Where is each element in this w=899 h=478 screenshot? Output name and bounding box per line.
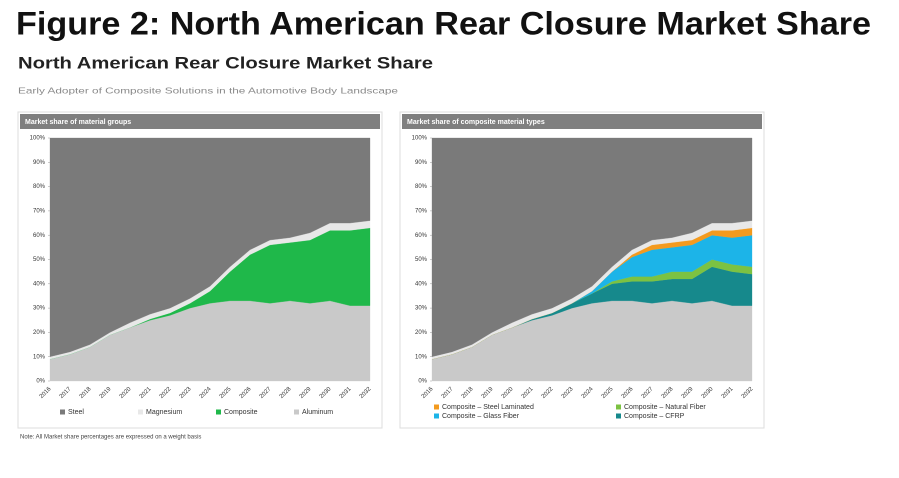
x-tick-label: 2022 <box>159 386 173 400</box>
legend-label: Composite <box>224 409 258 416</box>
legend-swatch <box>616 413 621 419</box>
legend-label: Magnesium <box>146 409 182 416</box>
legend-swatch <box>60 409 65 415</box>
x-tick-label: 2020 <box>501 386 515 400</box>
x-tick-label: 2025 <box>601 386 615 400</box>
legend-label: Composite – Glass Fiber <box>442 413 520 420</box>
x-tick-label: 2017 <box>441 386 455 400</box>
x-tick-label: 2026 <box>239 386 253 400</box>
y-tick-label: 20% <box>33 330 46 336</box>
legend-swatch <box>294 409 299 415</box>
y-tick-label: 10% <box>415 354 428 360</box>
x-tick-label: 2027 <box>641 386 655 400</box>
x-tick-label: 2024 <box>581 386 595 400</box>
panel <box>17 111 383 429</box>
y-tick-label: 70% <box>415 208 428 214</box>
panel <box>399 111 765 429</box>
x-tick-label: 2030 <box>701 386 715 400</box>
x-tick-label: 2021 <box>139 386 153 400</box>
x-tick-label: 2020 <box>119 386 133 400</box>
x-tick-label: 2017 <box>59 386 73 400</box>
y-tick-label: 40% <box>415 281 428 287</box>
x-tick-label: 2029 <box>681 386 695 400</box>
legend-label: Steel <box>68 409 84 416</box>
x-tick-label: 2032 <box>359 386 373 400</box>
x-tick-label: 2023 <box>179 386 193 400</box>
x-tick-label: 2023 <box>561 386 575 400</box>
x-tick-label: 2019 <box>99 386 113 400</box>
area-layer <box>49 137 371 357</box>
x-tick-label: 2031 <box>339 386 353 400</box>
note: Note: All Market share percentages are e… <box>20 435 201 441</box>
panel-header <box>402 114 762 129</box>
x-tick-label: 2026 <box>621 386 635 400</box>
y-tick-label: 50% <box>415 257 428 263</box>
x-tick-label: 2030 <box>319 386 333 400</box>
y-tick-label: 60% <box>33 233 46 239</box>
x-tick-label: 2016 <box>421 386 435 400</box>
x-tick-label: 2028 <box>279 386 293 400</box>
figure-title: Figure 2: North American Rear Closure Ma… <box>16 5 871 41</box>
area-layer <box>431 137 753 357</box>
x-tick-label: 2032 <box>741 386 755 400</box>
y-tick-label: 80% <box>415 184 428 190</box>
y-tick-label: 90% <box>415 160 428 166</box>
x-tick-label: 2016 <box>39 386 53 400</box>
subtitle: North American Rear Closure Market Share <box>18 53 433 72</box>
legend-swatch <box>616 404 621 410</box>
x-tick-label: 2021 <box>521 386 535 400</box>
y-tick-label: 100% <box>412 136 428 142</box>
x-tick-label: 2019 <box>481 386 495 400</box>
x-tick-label: 2018 <box>79 386 93 400</box>
legend-swatch <box>216 409 221 415</box>
y-tick-label: 80% <box>33 184 46 190</box>
x-tick-label: 2027 <box>259 386 273 400</box>
y-tick-label: 40% <box>33 281 46 287</box>
panel-header <box>20 114 380 129</box>
panel-title: Market share of material groups <box>25 119 131 126</box>
y-tick-label: 20% <box>415 330 428 336</box>
y-tick-label: 100% <box>30 136 46 142</box>
y-tick-label: 10% <box>33 354 46 360</box>
legend-label: Aluminum <box>302 409 333 416</box>
panel-title: Market share of composite material types <box>407 119 545 126</box>
y-tick-label: 30% <box>415 306 428 312</box>
x-tick-label: 2018 <box>461 386 475 400</box>
x-tick-label: 2024 <box>199 386 213 400</box>
legend-label: Composite – CFRP <box>624 413 685 420</box>
description: Early Adopter of Composite Solutions in … <box>18 85 398 95</box>
x-tick-label: 2028 <box>661 386 675 400</box>
x-tick-label: 2029 <box>299 386 313 400</box>
legend-swatch <box>138 409 143 415</box>
legend-label: Composite – Natural Fiber <box>624 404 706 411</box>
x-tick-label: 2022 <box>541 386 555 400</box>
legend-swatch <box>434 413 439 419</box>
y-tick-label: 0% <box>36 379 45 385</box>
y-tick-label: 50% <box>33 257 46 263</box>
legend-swatch <box>434 404 439 410</box>
x-tick-label: 2025 <box>219 386 233 400</box>
y-tick-label: 30% <box>33 306 46 312</box>
y-tick-label: 90% <box>33 160 46 166</box>
y-tick-label: 70% <box>33 208 46 214</box>
legend-label: Composite – Steel Laminated <box>442 404 534 411</box>
y-tick-label: 60% <box>415 233 428 239</box>
y-tick-label: 0% <box>418 379 427 385</box>
x-tick-label: 2031 <box>721 386 735 400</box>
